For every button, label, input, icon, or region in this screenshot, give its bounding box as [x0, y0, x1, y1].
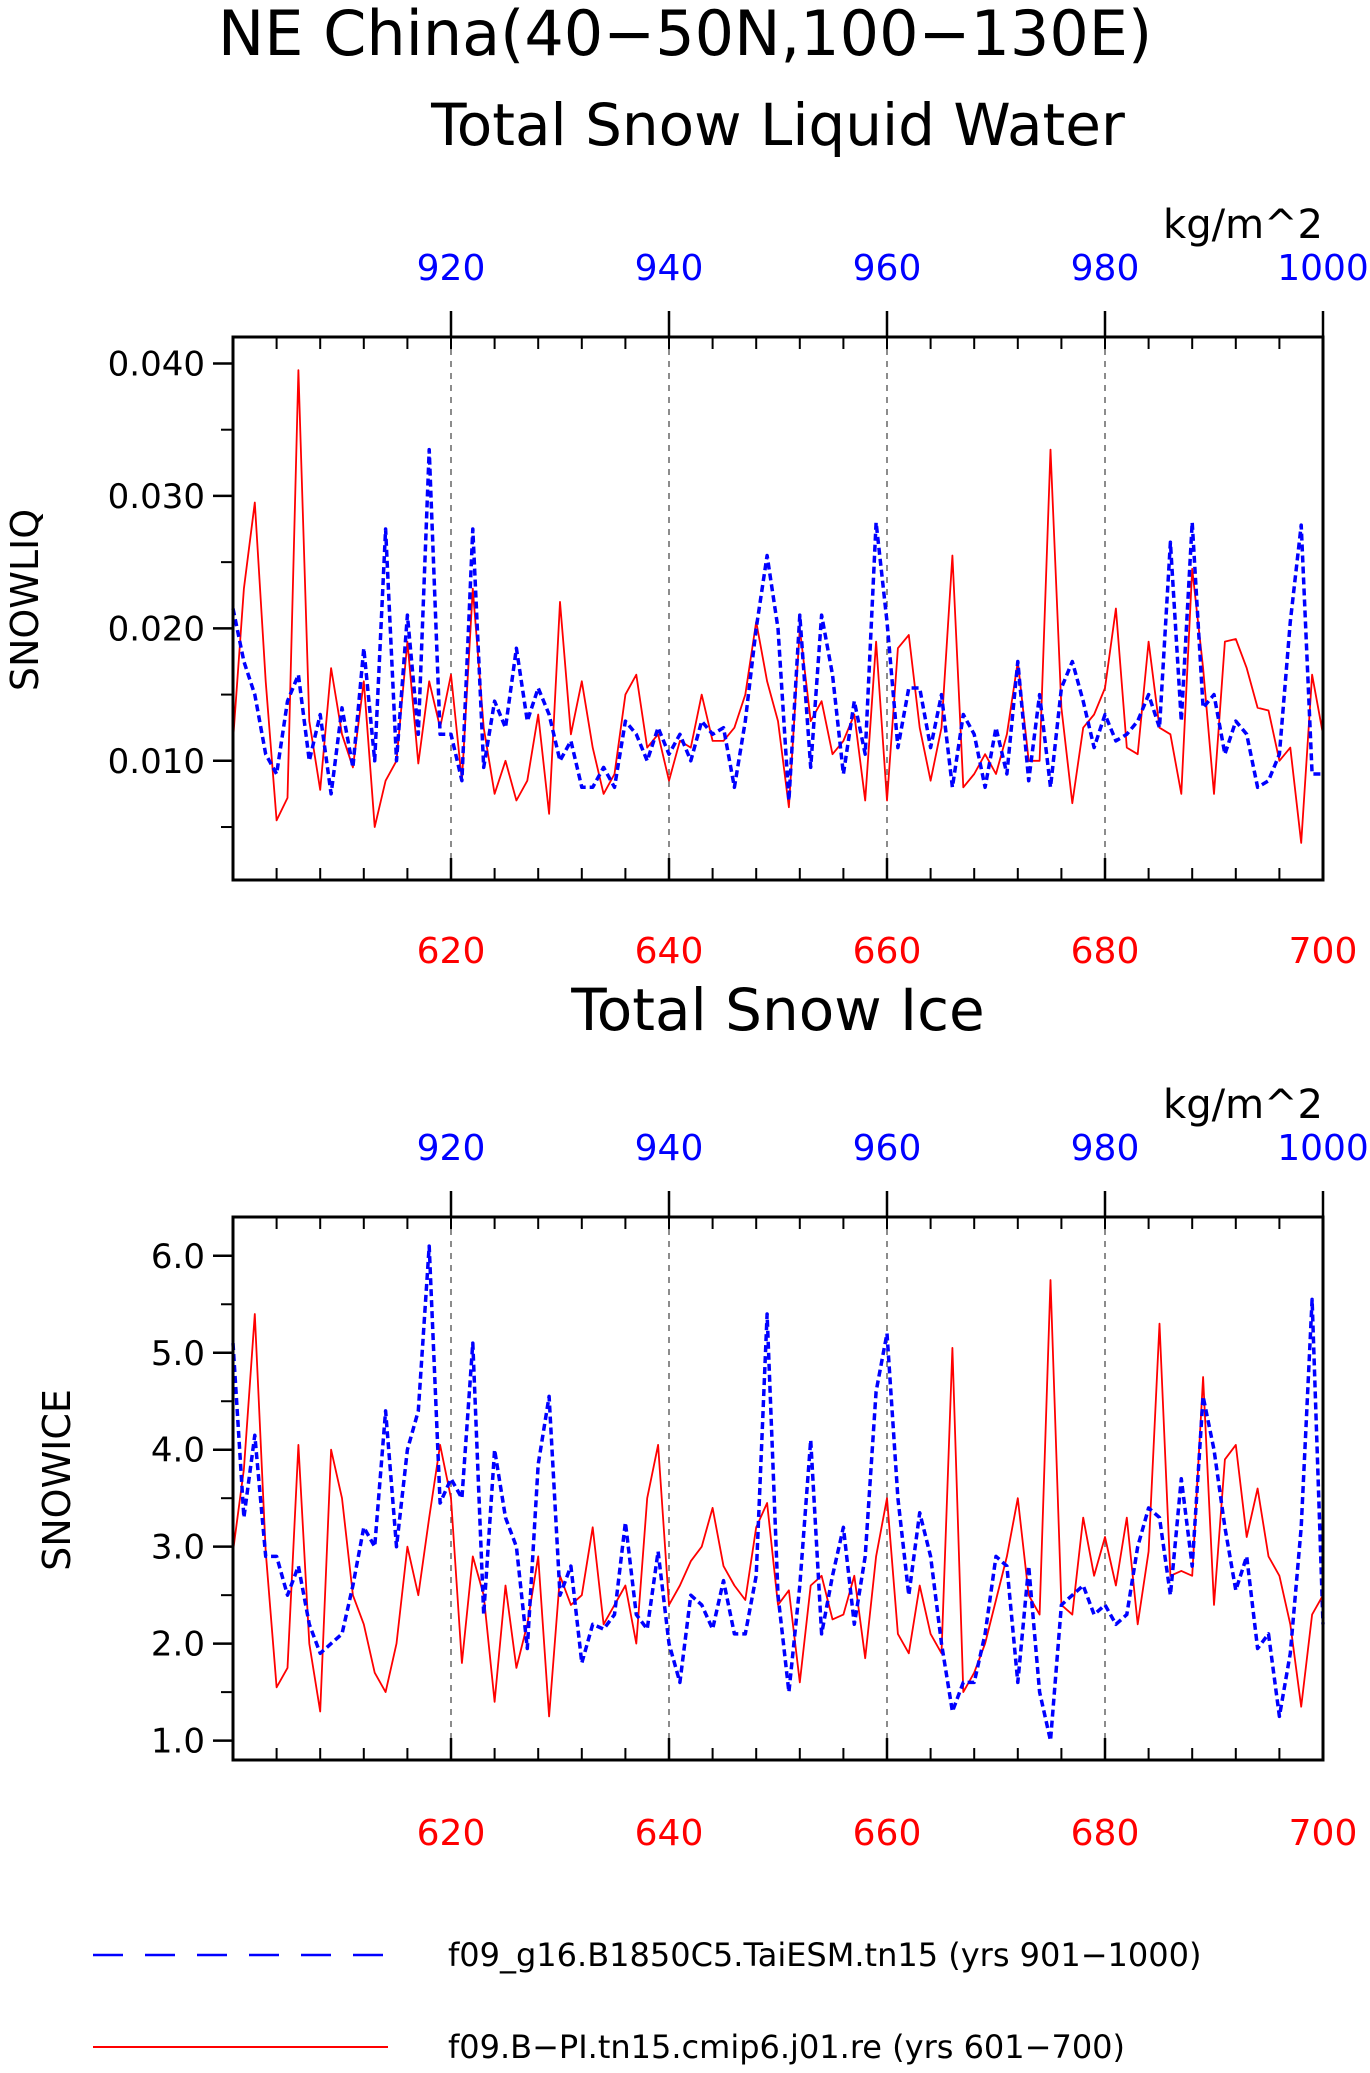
x-top-tick-label: 940: [635, 248, 704, 289]
x-top-tick-label: 1000: [1277, 248, 1369, 289]
x-top-tick-label: 980: [1071, 1128, 1140, 1169]
x-bottom-tick-label: 680: [1071, 1813, 1140, 1854]
ylabel-snowliq: SNOWLIQ: [3, 509, 47, 691]
y-axis-ticks: 6.0 5.0 4.0 3.0 2.0 1.0: [151, 1237, 233, 1762]
x-bottom-tick-label: 700: [1289, 931, 1358, 972]
panel-snowice: Total Snow Ice kg/m^2 SNOWICE 6.0 5.0 4.0 3…: [35, 976, 1369, 1854]
series-line-taiesm: [231, 1244, 1325, 1743]
x-top-tick-label: 920: [417, 248, 486, 289]
figure-title: NE China(40−50N,100−130E): [218, 0, 1152, 70]
x-axis-bottom-ticks: 620 640 660 680 700: [275, 858, 1358, 972]
x-top-tick-label: 960: [853, 1128, 922, 1169]
x-bottom-tick-label: 660: [853, 1813, 922, 1854]
y-tick-label: 6.0: [151, 1237, 205, 1277]
y-tick-label: 1.0: [151, 1722, 205, 1762]
series-line-cmip6: [232, 369, 1324, 844]
y-tick-label: 4.0: [151, 1431, 205, 1471]
x-top-tick-label: 980: [1071, 248, 1140, 289]
series-line-cmip6: [232, 1279, 1324, 1718]
x-top-tick-label: 920: [417, 1128, 486, 1169]
x-top-tick-label: 960: [853, 248, 922, 289]
plot-frame: [231, 335, 1325, 882]
y-tick-label: 5.0: [151, 1334, 205, 1374]
y-axis-ticks: 0.040 0.030 0.020 0.010: [108, 344, 233, 829]
x-bottom-tick-label: 680: [1071, 931, 1140, 972]
y-tick-label: 0.040: [108, 344, 205, 384]
x-bottom-tick-label: 700: [1289, 1813, 1358, 1854]
units-label-snowice: kg/m^2: [1163, 1082, 1323, 1128]
x-bottom-tick-label: 620: [417, 1813, 486, 1854]
series-line-taiesm: [231, 447, 1323, 803]
x-bottom-tick-label: 660: [853, 931, 922, 972]
x-bottom-tick-label: 640: [635, 1813, 704, 1854]
x-axis-bottom-ticks: 620 640 660 680 700: [275, 1738, 1358, 1854]
panel-title-snowliq: Total Snow Liquid Water: [430, 91, 1125, 159]
legend-label-taiesm: f09_g16.B1850C5.TaiESM.tn15 (yrs 901−100…: [448, 1936, 1201, 1974]
plot-frame: [231, 1215, 1325, 1762]
y-tick-label: 3.0: [151, 1528, 205, 1568]
x-top-tick-label: 940: [635, 1128, 704, 1169]
series-group: [231, 369, 1324, 844]
legend-label-cmip6: f09.B−PI.tn15.cmip6.j01.re (yrs 601−700): [448, 2028, 1125, 2066]
grid-lines: [450, 1217, 1106, 1760]
y-tick-label: 0.030: [108, 477, 205, 517]
y-tick-label: 0.010: [108, 742, 205, 782]
x-bottom-tick-label: 640: [635, 931, 704, 972]
series-group: [231, 1244, 1325, 1743]
ylabel-snowice: SNOWICE: [35, 1389, 79, 1571]
panel-snowliq: Total Snow Liquid Water kg/m^2 SNOWLIQ 0…: [3, 91, 1369, 972]
legend: f09_g16.B1850C5.TaiESM.tn15 (yrs 901−100…: [93, 1936, 1201, 2066]
units-label-snowliq: kg/m^2: [1163, 202, 1323, 248]
x-top-tick-label: 1000: [1277, 1128, 1369, 1169]
y-tick-label: 0.020: [108, 609, 205, 649]
y-tick-label: 2.0: [151, 1625, 205, 1665]
x-axis-top-ticks: 920 940 960 980 1000: [275, 248, 1369, 349]
panel-title-snowice: Total Snow Ice: [570, 976, 985, 1044]
x-axis-top-ticks: 920 940 960 980 1000: [275, 1128, 1369, 1229]
x-bottom-tick-label: 620: [417, 931, 486, 972]
